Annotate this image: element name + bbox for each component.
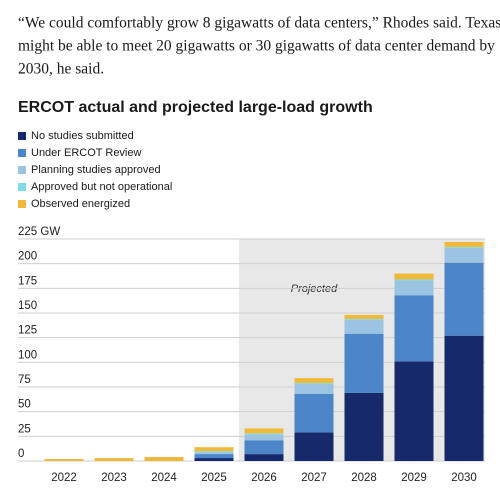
paragraph-line: might be able to meet 20 gigawatts or 30… [18, 38, 495, 55]
bar-segment [244, 434, 284, 441]
x-tick-label: 2025 [201, 472, 227, 484]
legend-swatch [18, 166, 26, 174]
bar-segment [344, 318, 384, 320]
y-tick-label: 150 [18, 300, 37, 312]
annotation: Projected [291, 283, 338, 295]
bar-segment [294, 384, 334, 394]
legend-swatch [18, 149, 26, 157]
bar-segment [294, 378, 334, 384]
bar-segment [344, 319, 384, 334]
bar-segment [244, 433, 284, 435]
x-tick-label: 2030 [451, 472, 477, 484]
y-tick-label: 75 [18, 374, 31, 386]
bar-segment [244, 454, 284, 461]
bar-segment [294, 432, 334, 461]
bar-segment [394, 273, 434, 280]
x-tick-label: 2028 [351, 472, 377, 484]
x-tick-label: 2023 [101, 472, 127, 484]
legend-swatch [18, 183, 26, 191]
chart-title: ERCOT actual and projected large-load gr… [18, 99, 373, 116]
legend-swatch [18, 200, 26, 208]
y-tick-label: 200 [18, 251, 37, 263]
legend-label: Under ERCOT Review [31, 147, 141, 159]
bar-segment [294, 393, 334, 433]
legend-label: Approved but not operational [31, 181, 172, 193]
bar-segment [194, 451, 234, 453]
legend-label: Planning studies approved [31, 164, 161, 176]
bar-segment [444, 246, 484, 248]
bar-segment [244, 428, 284, 434]
bar-segment [444, 262, 484, 336]
x-tick-label: 2026 [251, 472, 277, 484]
legend-label: No studies submitted [31, 130, 134, 142]
bar-segment [444, 241, 484, 247]
paragraph-line: “We could comfortably grow 8 gigawatts o… [18, 15, 500, 32]
y-tick-label: 100 [18, 349, 37, 361]
bar-segment [194, 458, 234, 461]
bar-segment [394, 361, 434, 461]
bar-segment [44, 459, 84, 461]
bar-segment [194, 454, 234, 459]
x-tick-label: 2022 [51, 472, 77, 484]
legend-label: Observed energized [31, 198, 130, 210]
bar-segment [94, 458, 134, 461]
bar-segment [444, 335, 484, 461]
bar-segment [344, 333, 384, 393]
x-tick-label: 2027 [301, 472, 327, 484]
bar-segment [444, 247, 484, 263]
y-tick-label: 125 [18, 325, 37, 337]
bar-segment [394, 295, 434, 362]
bar-segment [144, 457, 184, 461]
bar-segment [344, 392, 384, 461]
bar-segment [344, 314, 384, 319]
bar-segment [394, 279, 434, 281]
y-tick-label: 50 [18, 399, 31, 411]
paragraph-line: 2030, he said. [18, 61, 104, 78]
y-tick-label: 25 [18, 423, 31, 435]
y-tick-label: 0 [18, 448, 24, 460]
bar-segment [394, 280, 434, 296]
y-tick-label: 225 GW [18, 226, 60, 238]
bar-segment [194, 447, 234, 452]
x-tick-label: 2024 [151, 472, 177, 484]
bar-segment [294, 383, 334, 385]
bar-segment [194, 452, 234, 455]
y-tick-label: 175 [18, 275, 37, 287]
x-tick-label: 2029 [401, 472, 427, 484]
bar-segment [244, 440, 284, 455]
legend-swatch [18, 132, 26, 140]
